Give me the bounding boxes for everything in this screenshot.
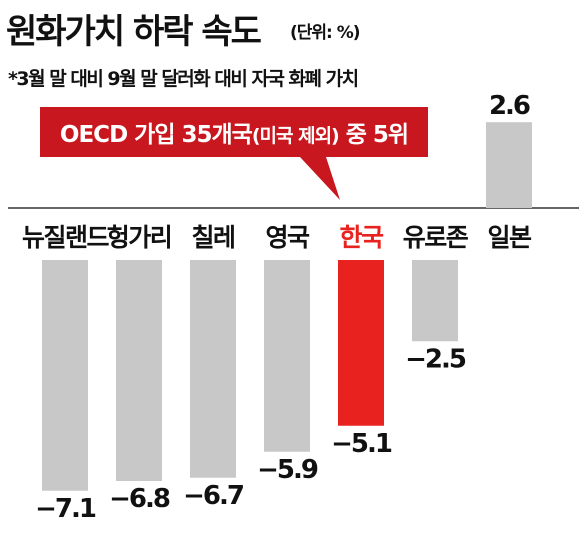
- callout-lead: OECD 가입 35개국: [60, 122, 253, 148]
- bar-5: [338, 260, 384, 426]
- category-label: 한국: [339, 223, 384, 252]
- bar-7: [486, 122, 532, 208]
- category-label: 일본: [487, 223, 532, 252]
- value-label: −2.5: [405, 344, 466, 374]
- value-label: 2.6: [489, 91, 530, 121]
- value-label: −7.1: [35, 494, 96, 524]
- bar-4: [264, 260, 310, 452]
- value-label: −5.1: [331, 429, 392, 459]
- footnote: *3월 말 대비 9월 말 달러화 대비 자국 화폐 가치: [8, 68, 359, 90]
- value-label: −5.9: [257, 455, 318, 485]
- callout-pointer: [300, 157, 340, 200]
- callout-background: [40, 107, 428, 157]
- category-label: 헝가리: [107, 223, 172, 252]
- category-label: 뉴질랜드: [22, 223, 110, 252]
- callout-text: OECD 가입 35개국(미국 제외) 중 5위: [60, 122, 408, 148]
- bar-6: [412, 260, 458, 342]
- unit-label: (단위: %): [290, 23, 361, 43]
- callout-tail: 중 5위: [339, 122, 408, 148]
- bar-2: [116, 260, 162, 481]
- value-label: −6.8: [109, 484, 170, 514]
- callout-paren: (미국 제외): [252, 125, 339, 147]
- category-label: 칠레: [191, 223, 234, 252]
- value-label: −6.7: [183, 481, 244, 511]
- category-label: 영국: [265, 223, 310, 252]
- callout-box: OECD 가입 35개국(미국 제외) 중 5위: [40, 107, 428, 200]
- bar-3: [190, 260, 236, 478]
- chart-title: 원화가치 하락 속도: [6, 12, 262, 52]
- bar-1: [42, 260, 88, 491]
- category-label: 유로존: [403, 223, 469, 252]
